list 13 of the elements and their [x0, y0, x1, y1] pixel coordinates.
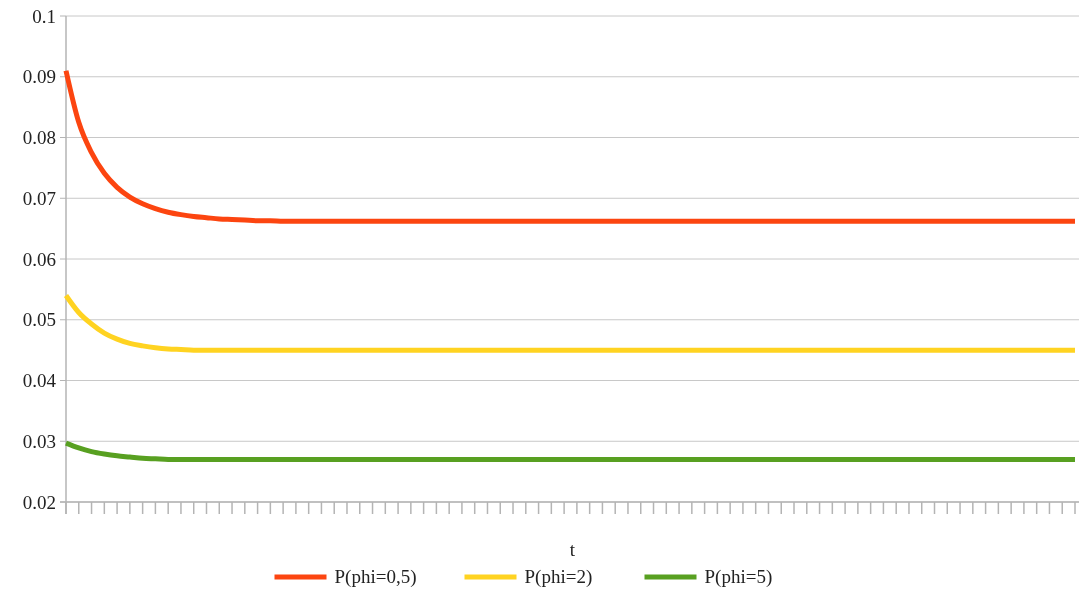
y-tick-label: 0.02: [22, 491, 56, 513]
y-tick-label: 0.03: [22, 430, 56, 452]
y-tick-label: 0.09: [22, 66, 56, 88]
y-tick-label: 0.07: [22, 187, 56, 209]
legend-label: P(phi=5): [704, 566, 773, 588]
y-tick-label: 0.04: [22, 370, 57, 392]
legend-label: P(phi=0,5): [334, 566, 417, 588]
y-tick-label: 0.1: [32, 5, 56, 27]
y-tick-label: 0.08: [22, 127, 56, 149]
y-tick-label: 0.06: [22, 248, 56, 270]
y-tick-label: 0.05: [22, 309, 56, 331]
x-axis-title: t: [569, 539, 576, 560]
legend-label: P(phi=2): [524, 566, 593, 588]
